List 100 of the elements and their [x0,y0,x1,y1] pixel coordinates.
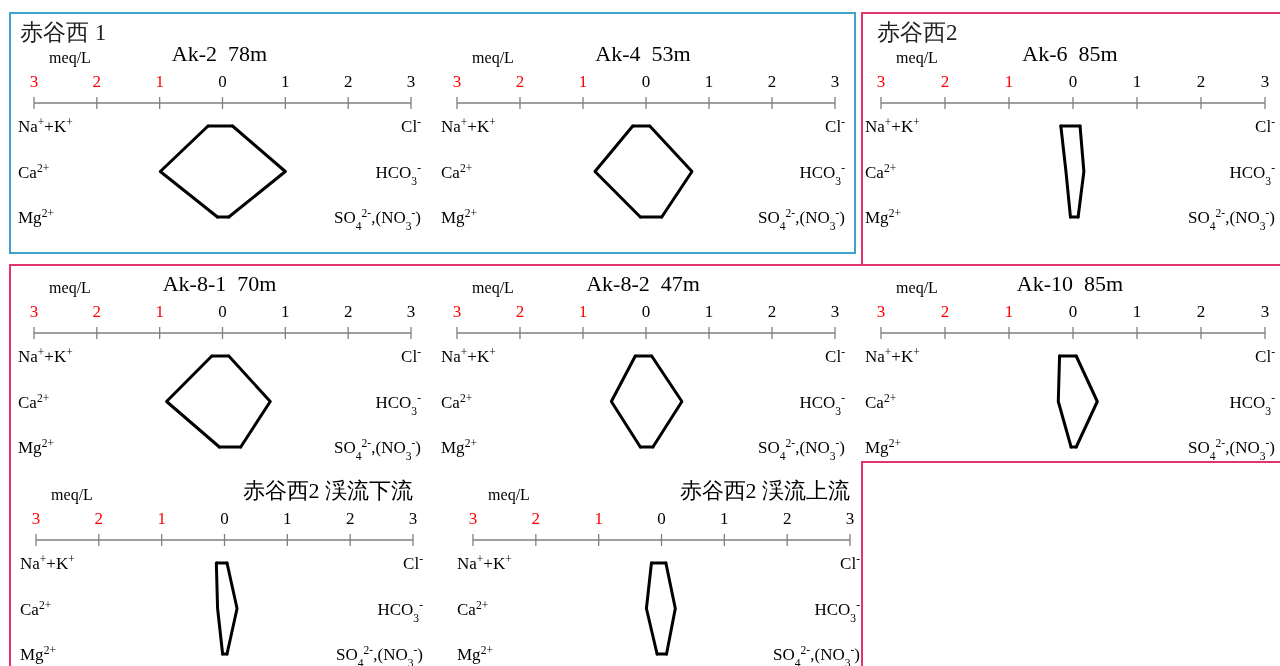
x-tick-label: 3 [1260,302,1270,321]
x-tick-label: 3 [452,302,462,321]
y2-tick-label: SO$_{4}$$^{2-}$,(NO$_{3}$$^{-}$) [758,206,845,233]
y2-tick-label: SO$_{4}$$^{2-}$,(NO$_{3}$$^{-}$) [334,206,421,233]
x-tick-label: 0 [641,302,651,321]
y2-tick-label: Cl$^{-}$ [1255,345,1276,366]
x-tick-label: 0 [657,509,666,528]
x-axis-title: meq/L [896,279,938,297]
y-tick-label: Na$^{+}$+K$^{+}$ [18,345,73,366]
y2-tick-label: SO$_{4}$$^{2-}$,(NO$_{3}$$^{-}$) [773,643,860,666]
chart-title: Ak-6 85m [1022,41,1118,66]
x-axis-title: meq/L [472,279,514,297]
x-tick-label: 1 [578,302,588,321]
x-tick-label: 3 [830,302,840,321]
y-tick-label: Na$^{+}$+K$^{+}$ [20,552,75,573]
y-tick-label: Mg$^{2+}$ [441,206,477,227]
chart-title: Ak-4 53m [595,41,691,66]
x-tick-label: 3 [845,509,855,528]
y-tick-label: Mg$^{2+}$ [20,643,56,664]
x-tick-label: 3 [1260,72,1270,91]
x-tick-label: 1 [578,72,588,91]
x-tick-label: 2 [767,302,777,321]
x-tick-label: 1 [1132,72,1142,91]
x-tick-label: 3 [876,302,886,321]
y-tick-label: Ca$^{2+}$ [18,391,50,412]
x-axis-title: meq/L [472,49,514,67]
x-tick-label: 0 [641,72,651,91]
chart-title: Ak-2 78m [171,41,268,66]
x-tick-label: 1 [1004,302,1014,321]
x-tick-label: 3 [408,509,418,528]
text: 赤谷西2 [877,20,958,45]
x-tick-label: 3 [29,302,39,321]
y2-tick-label: SO$_{4}$$^{2-}$,(NO$_{3}$$^{-}$) [336,643,423,666]
x-axis-title: meq/L [896,49,938,67]
y2-tick-label: Cl$^{-}$ [840,552,861,573]
y-tick-label: Ca$^{2+}$ [457,598,489,619]
y-tick-label: Na$^{+}$+K$^{+}$ [18,115,73,136]
y-tick-label: Na$^{+}$+K$^{+}$ [865,115,920,136]
x-tick-label: 3 [406,302,416,321]
x-tick-label: 3 [830,72,840,91]
x-tick-label: 3 [876,72,886,91]
x-tick-label: 0 [220,509,229,528]
x-tick-label: 2 [940,302,950,321]
x-tick-label: 2 [767,72,777,91]
x-axis-title: meq/L [49,279,91,297]
x-tick-label: 2 [782,509,792,528]
x-tick-label: 3 [468,509,478,528]
y2-tick-label: Cl$^{-}$ [825,115,846,136]
y-tick-label: Ca$^{2+}$ [441,391,473,412]
x-axis-title: meq/L [51,486,93,504]
x-tick-label: 3 [29,72,39,91]
x-tick-label: 1 [281,302,290,321]
x-tick-label: 1 [1004,72,1014,91]
x-tick-label: 0 [1068,302,1078,321]
y-tick-label: Ca$^{2+}$ [20,598,52,619]
y2-tick-label: SO$_{4}$$^{2-}$,(NO$_{3}$$^{-}$) [334,436,421,463]
x-tick-label: 2 [940,72,950,91]
x-tick-label: 1 [704,72,714,91]
y2-tick-label: Cl$^{-}$ [825,345,846,366]
y-tick-label: Na$^{+}$+K$^{+}$ [441,115,496,136]
text: 赤谷西 1 [20,20,107,45]
chart-title: Ak-8-2 47m [586,271,700,296]
y-tick-label: Na$^{+}$+K$^{+}$ [865,345,920,366]
x-tick-label: 0 [1068,72,1078,91]
y-tick-label: Mg$^{2+}$ [865,206,901,227]
x-tick-label: 3 [31,509,41,528]
x-tick-label: 2 [92,302,102,321]
x-tick-label: 2 [343,72,353,91]
x-tick-label: 1 [281,72,290,91]
y2-tick-label: SO$_{4}$$^{2-}$,(NO$_{3}$$^{-}$) [1188,436,1275,463]
chart-title: 赤谷西2 渓流上流 [679,478,850,503]
x-tick-label: 1 [155,72,164,91]
y2-tick-label: SO$_{4}$$^{2-}$,(NO$_{3}$$^{-}$) [1188,206,1275,233]
y-tick-label: Mg$^{2+}$ [865,436,901,457]
x-tick-label: 2 [1196,72,1206,91]
x-tick-label: 0 [218,72,227,91]
x-axis-title: meq/L [488,486,530,504]
x-tick-label: 2 [345,509,355,528]
x-tick-label: 2 [1196,302,1206,321]
x-tick-label: 1 [155,302,164,321]
chart-title: Ak-10 85m [1016,271,1124,296]
x-tick-label: 0 [218,302,227,321]
y-tick-label: Mg$^{2+}$ [18,436,54,457]
x-tick-label: 2 [343,302,353,321]
chart-title: 赤谷西2 渓流下流 [242,478,413,503]
x-tick-label: 2 [515,72,525,91]
x-tick-label: 1 [704,302,714,321]
y2-tick-label: Cl$^{-}$ [401,115,422,136]
y-tick-label: Ca$^{2+}$ [865,391,897,412]
x-tick-label: 1 [157,509,166,528]
y-tick-label: Mg$^{2+}$ [441,436,477,457]
x-tick-label: 2 [94,509,104,528]
x-tick-label: 1 [1132,302,1142,321]
y-tick-label: Mg$^{2+}$ [18,206,54,227]
y2-tick-label: SO$_{4}$$^{2-}$,(NO$_{3}$$^{-}$) [758,436,845,463]
y-tick-label: Ca$^{2+}$ [441,161,473,182]
x-tick-label: 2 [92,72,102,91]
x-tick-label: 3 [406,72,416,91]
x-tick-label: 2 [531,509,541,528]
x-tick-label: 3 [452,72,462,91]
